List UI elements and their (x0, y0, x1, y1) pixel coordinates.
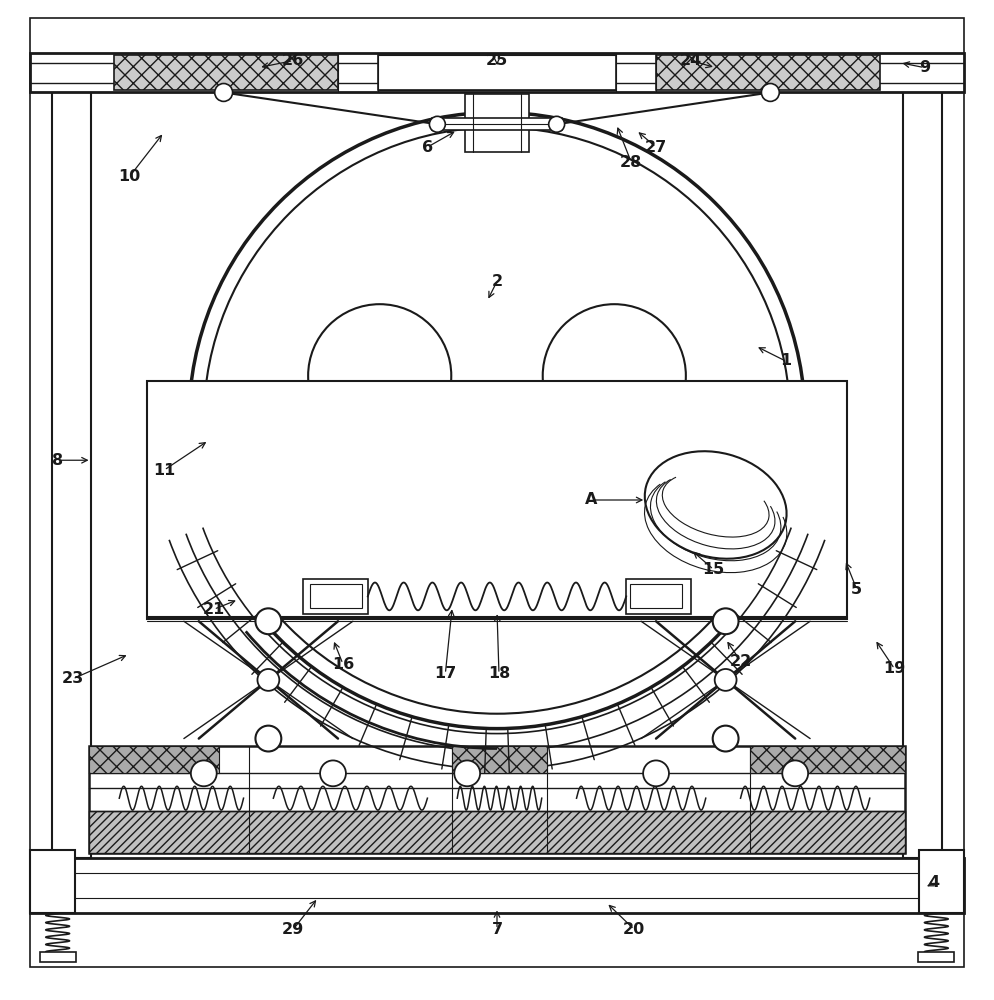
Circle shape (308, 304, 451, 447)
Bar (89, 746, 219, 773)
Text: 24: 24 (680, 53, 702, 68)
Bar (465, 94, 529, 152)
Text: 17: 17 (434, 666, 456, 681)
Text: 16: 16 (332, 657, 354, 672)
Circle shape (715, 669, 737, 691)
Bar (918, 952, 954, 962)
Circle shape (429, 116, 445, 132)
Text: 11: 11 (153, 463, 175, 478)
Bar (303, 579, 368, 614)
Text: 26: 26 (282, 53, 304, 68)
Circle shape (782, 760, 808, 786)
Circle shape (215, 84, 233, 101)
Circle shape (543, 304, 686, 447)
Text: 18: 18 (488, 666, 510, 681)
Bar (89, 746, 905, 853)
Bar (30, 858, 964, 913)
Circle shape (255, 608, 281, 634)
Bar (630, 584, 682, 608)
Circle shape (320, 760, 346, 786)
Bar (40, 952, 76, 962)
Text: 1: 1 (779, 353, 791, 368)
Bar (30, 53, 964, 92)
Text: 2: 2 (491, 274, 503, 289)
Circle shape (713, 608, 739, 634)
Text: 7: 7 (491, 922, 503, 937)
Text: 10: 10 (118, 169, 140, 184)
Circle shape (454, 760, 480, 786)
Circle shape (549, 116, 565, 132)
Text: 15: 15 (703, 562, 725, 577)
Text: 25: 25 (486, 53, 508, 68)
Bar (432, 118, 562, 130)
Circle shape (255, 726, 281, 751)
Bar (147, 381, 847, 619)
Circle shape (204, 127, 790, 714)
Text: 29: 29 (282, 922, 304, 937)
Bar (52, 87, 91, 858)
Circle shape (643, 760, 669, 786)
Bar (750, 746, 905, 773)
Bar (919, 850, 964, 913)
Circle shape (761, 84, 779, 101)
Ellipse shape (645, 451, 786, 559)
Circle shape (191, 760, 217, 786)
Bar (30, 850, 75, 913)
Text: 20: 20 (623, 922, 645, 937)
Bar (452, 746, 547, 773)
Bar (378, 55, 616, 90)
Circle shape (713, 726, 739, 751)
Bar (114, 55, 338, 90)
Bar (626, 579, 691, 614)
Circle shape (257, 669, 279, 691)
Text: 6: 6 (421, 140, 433, 155)
Bar (903, 87, 942, 858)
Text: 21: 21 (203, 602, 225, 617)
Text: 23: 23 (62, 671, 83, 686)
Text: 22: 22 (730, 654, 751, 669)
Circle shape (189, 112, 805, 729)
Text: 5: 5 (851, 582, 863, 597)
Text: 8: 8 (52, 453, 64, 468)
Text: 4: 4 (928, 875, 940, 890)
Text: 28: 28 (620, 155, 642, 170)
Text: A: A (585, 492, 597, 508)
Text: 27: 27 (645, 140, 667, 155)
Text: 19: 19 (884, 661, 906, 676)
Bar (310, 584, 362, 608)
Bar (656, 55, 880, 90)
Text: 9: 9 (918, 60, 930, 75)
Bar (89, 811, 905, 853)
